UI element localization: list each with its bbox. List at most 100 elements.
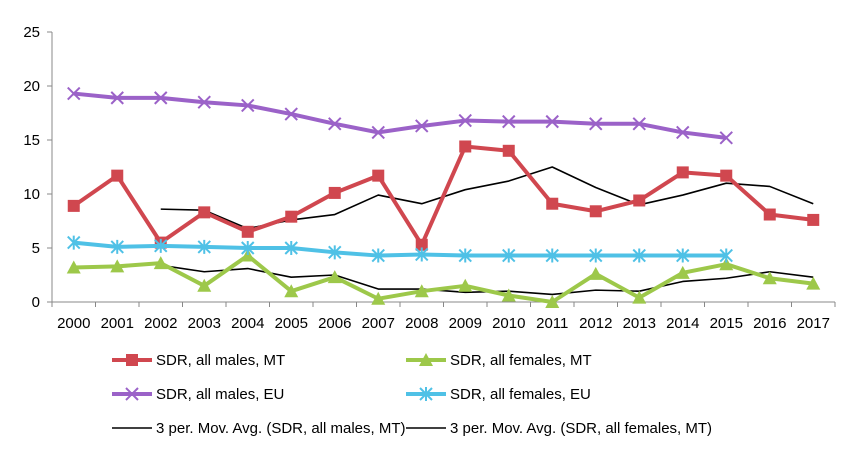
data-point (110, 91, 124, 105)
data-point (719, 257, 734, 271)
legend-item: SDR, all females, EU (406, 386, 591, 403)
data-point (676, 125, 690, 140)
data-point (241, 98, 255, 113)
data-point (110, 239, 124, 254)
data-point (458, 113, 472, 128)
series-line (73, 240, 727, 258)
legend-item: SDR, all females, MT (406, 352, 592, 369)
data-point (154, 91, 168, 105)
data-point (67, 199, 80, 212)
data-point (632, 290, 647, 304)
legend-marker (419, 353, 433, 366)
data-point (198, 206, 211, 219)
data-point (284, 241, 298, 255)
legend-marker (126, 354, 138, 366)
legend-label: SDR, all males, EU (156, 386, 284, 403)
legend-label: SDR, all females, MT (450, 352, 592, 369)
x-tick-label: 2009 (449, 315, 482, 332)
x-tick-label: 2014 (666, 315, 699, 332)
data-point (371, 125, 385, 140)
data-point (327, 270, 342, 284)
series-2 (67, 86, 733, 145)
data-point (676, 248, 690, 263)
legend-marker (419, 387, 433, 401)
data-point (545, 248, 559, 263)
legend-item: SDR, all males, EU (112, 386, 284, 403)
data-point (111, 169, 124, 182)
data-point (589, 117, 603, 131)
x-tick-label: 2006 (318, 315, 351, 332)
data-point (807, 213, 820, 226)
series-0 (67, 140, 820, 251)
data-point (328, 117, 342, 131)
data-point (501, 288, 516, 302)
legend: SDR, all males, MT SDR, all females, MT SD… (112, 352, 712, 437)
data-point (371, 248, 385, 263)
x-tick-label: 2011 (536, 315, 568, 332)
series-1 (66, 248, 821, 308)
data-point (632, 248, 646, 263)
data-point (284, 107, 298, 121)
data-point (545, 295, 560, 308)
data-point (328, 245, 342, 260)
y-tick-label: 25 (23, 24, 40, 41)
data-point (763, 208, 776, 221)
data-point (415, 119, 429, 133)
y-tick-label: 20 (23, 78, 40, 95)
series-3 (67, 235, 733, 263)
y-tick-label: 0 (32, 294, 40, 311)
data-point (589, 248, 603, 263)
data-point (285, 210, 298, 223)
axes: 0 5 10 15 20 25 2000 2001 2002 2003 2004 2005 2006 20… (23, 24, 836, 332)
data-point (458, 248, 472, 263)
x-tick-label: 2013 (623, 315, 656, 332)
data-point (719, 131, 733, 145)
legend-item: 3 per. Mov. Avg. (SDR, all males, MT) (112, 420, 406, 437)
data-point (197, 278, 212, 292)
data-point (372, 169, 385, 182)
x-tick-label: 2003 (188, 315, 221, 332)
series-line (73, 91, 727, 140)
x-tick-label: 2005 (275, 315, 308, 332)
data-point (153, 256, 168, 270)
x-tick-label: 2000 (57, 315, 90, 332)
x-tick-label: 2017 (797, 315, 830, 332)
data-point (589, 205, 602, 218)
legend-label: 3 per. Mov. Avg. (SDR, all females, MT) (450, 420, 712, 437)
legend-item: SDR, all males, MT (112, 352, 285, 369)
data-point (546, 197, 559, 210)
data-point (459, 140, 472, 153)
data-point (502, 114, 516, 129)
legend-label: 3 per. Mov. Avg. (SDR, all males, MT) (156, 420, 406, 437)
legend-item: 3 per. Mov. Avg. (SDR, all females, MT) (406, 420, 712, 437)
x-tick-label: 2008 (405, 315, 438, 332)
data-point (414, 284, 429, 298)
series-line (72, 144, 814, 247)
data-point (502, 144, 515, 157)
y-tick-label: 10 (23, 186, 40, 203)
data-point (588, 266, 603, 280)
data-point (328, 186, 341, 199)
x-tick-label: 2001 (101, 315, 134, 332)
x-tick-label: 2010 (492, 315, 525, 332)
data-point (720, 169, 733, 182)
data-point (371, 291, 386, 305)
legend-marker (125, 387, 139, 401)
data-point (545, 114, 559, 129)
data-point (719, 248, 733, 263)
series-line (73, 253, 814, 304)
data-point (241, 225, 254, 238)
data-point (806, 276, 821, 290)
x-tick-label: 2016 (753, 315, 786, 332)
data-point (197, 239, 211, 254)
data-point (762, 271, 777, 285)
data-point (458, 278, 473, 292)
data-point (415, 238, 428, 251)
y-tick-label: 5 (32, 240, 40, 257)
data-point (67, 86, 81, 101)
x-tick-label: 2002 (144, 315, 177, 332)
x-tick-label: 2004 (231, 315, 264, 332)
data-point (240, 248, 255, 262)
series-layer (66, 86, 821, 308)
